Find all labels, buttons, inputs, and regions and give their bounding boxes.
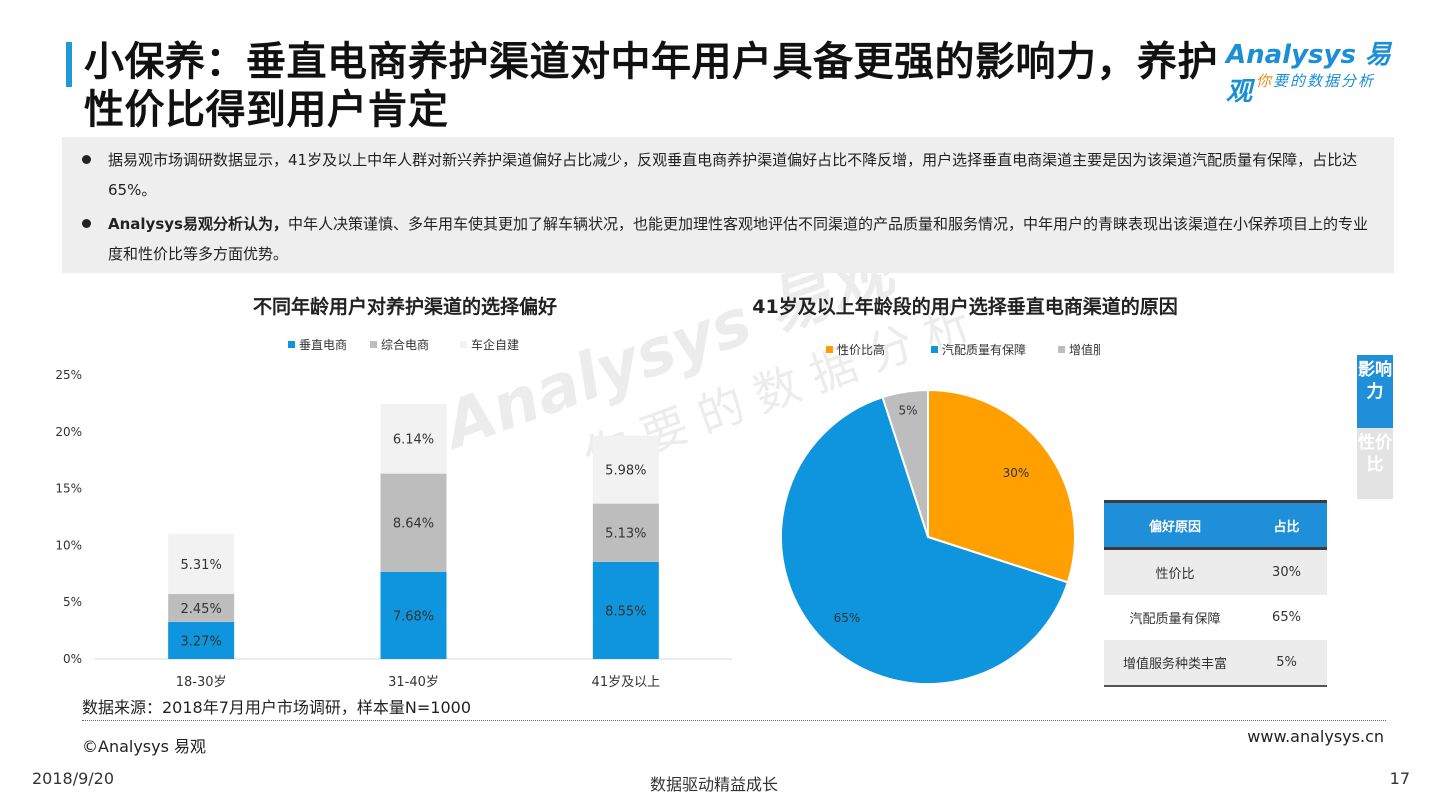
y-tick-label: 5% [63,595,82,609]
bar-data-label: 8.55% [605,604,646,619]
pie-legend-label-1: 性价比高 [837,342,885,357]
bar-data-label: 5.13% [605,527,646,542]
bar-data-label: 7.68% [393,609,434,624]
footer-divider [82,720,1386,721]
page-title: 小保养：垂直电商养护渠道对中年用户具备更强的影响力，养护性价比得到用户肯定 [84,39,1218,133]
logo-tagline-rest: 要的数据分析 [1273,72,1376,90]
y-tick-label: 10% [55,538,82,552]
pie-legend-label-2: 汽配质量有保障 [942,342,1026,357]
pie-legend-label-3: 增值服务种类丰富 [1069,342,1100,357]
bar-segment-1 [592,561,659,659]
summary-bullet-2-rest: 中年人决策谨慎、多年用车使其更加了解车辆状况，也能更加理性客观地评估不同渠道的产… [108,215,1368,263]
y-tick-label: 25% [55,368,82,382]
pie-chart-title: 41岁及以上年龄段的用户选择垂直电商渠道的原因 [752,296,1178,318]
logo-main-text: Analysys 易观 [1226,40,1391,107]
pie-slice-2 [780,395,1070,685]
bar-segment-1 [380,571,447,659]
page-number: 17 [1389,769,1410,788]
pie-data-label: 30% [1003,466,1030,480]
bar-data-label: 5.98% [605,464,646,479]
table-header-share: 占比 [1246,500,1327,550]
bar-segment-2 [168,594,235,622]
bar-data-label: 5.31% [181,558,222,573]
summary-bullet-1-text: 据易观市场调研数据显示，41岁及以上中年人群对新兴养护渠道偏好占比减少，反观垂直… [108,151,1358,199]
pie-data-label: 65% [834,611,861,625]
pie-chart: 性价比高 汽配质量有保障 增值服务种类丰富 30% 65% 5% [780,342,1100,685]
legend-label-3: 车企自建 [471,337,519,352]
bar-data-label: 3.27% [181,634,222,649]
y-tick-label: 0% [63,652,82,666]
bar-segment-3 [592,435,659,504]
bar-chart-title: 不同年龄用户对养护渠道的选择偏好 [252,296,557,318]
title-accent-bar [66,42,72,87]
data-source: 数据来源：2018年7月用户市场调研，样本量N=1000 [82,698,471,717]
table-row: 增值服务种类丰富 5% [1104,640,1327,687]
tab-influence[interactable]: 影响力 [1357,355,1393,432]
summary-bullet-2: Analysys易观分析认为，中年人决策谨慎、多年用车使其更加了解车辆状况，也能… [82,209,1382,269]
pie-slice-3 [881,388,929,538]
table-cell-share: 65% [1272,610,1301,625]
copyright: ©Analysys 易观 [82,737,207,756]
table-cell-reason: 增值服务种类丰富 [1104,640,1246,687]
legend-label-2: 综合电商 [381,337,429,352]
pie-slice-1 [927,388,1076,584]
bullet-dot-icon [82,155,91,164]
summary-bullet-2-bold: Analysys易观分析认为， [108,215,288,233]
bar-segment-3 [168,533,235,595]
legend-swatch-2 [370,341,377,348]
bar-segment-1 [168,621,235,659]
table-cell-share: 5% [1246,640,1327,687]
legend-swatch-3 [460,341,467,348]
bar-segment-3 [380,403,447,474]
stacked-bar-chart: 垂直电商 综合电商 车企自建 0% 5% 10% 15% 20% 25% 3.27% 2.45% 5.… [55,337,732,690]
bar-segment-2 [380,473,447,572]
table-cell-share: 30% [1246,548,1327,595]
legend-label-1: 垂直电商 [299,337,347,352]
pie-legend-swatch-2 [931,346,938,353]
bar-segment-2 [592,503,659,562]
website-link[interactable]: www.analysys.cn [1247,727,1384,746]
tab-value[interactable]: 性价比 [1357,428,1393,499]
footer-slogan: 数据驱动精益成长 [650,775,779,794]
report-date: 2018/9/20 [32,769,115,788]
summary-panel: 据易观市场调研数据显示，41岁及以上中年人群对新兴养护渠道偏好占比减少，反观垂直… [62,137,1394,273]
x-tick-label: 41岁及以上 [592,675,661,690]
x-tick-label: 31-40岁 [388,675,439,690]
summary-bullet-2-text: Analysys易观分析认为，中年人决策谨慎、多年用车使其更加了解车辆状况，也能… [108,209,1382,269]
bar-data-label: 6.14% [393,433,434,448]
analysys-logo: Analysys 易观 你要的数据分析 [1226,34,1416,107]
y-tick-label: 20% [55,425,82,439]
bar-data-label: 8.64% [393,517,434,532]
pie-data-label: 5% [898,404,917,418]
summary-bullet-1: 据易观市场调研数据显示，41岁及以上中年人群对新兴养护渠道偏好占比减少，反观垂直… [82,145,1382,205]
bullet-dot-icon [82,219,91,228]
table-row: 汽配质量有保障 65% [1104,595,1327,640]
x-tick-label: 18-30岁 [176,675,227,690]
table-row: 性价比 30% [1104,548,1327,595]
y-tick-label: 15% [55,482,82,496]
table-header-reason: 偏好原因 [1104,500,1246,550]
pie-legend-swatch-1 [826,346,833,353]
pie-legend-swatch-3 [1058,346,1065,353]
logo-tagline-highlight: 你 [1256,72,1274,90]
table-cell-reason: 性价比 [1104,548,1246,595]
legend-swatch-1 [288,341,295,348]
bar-data-label: 2.45% [181,602,222,617]
reason-table: 偏好原因 占比 性价比 30% 汽配质量有保障 65% 增值服务种类丰富 5% [1104,500,1327,687]
table-cell-reason: 汽配质量有保障 [1129,612,1221,627]
logo-tagline: 你要的数据分析 [1256,70,1375,91]
